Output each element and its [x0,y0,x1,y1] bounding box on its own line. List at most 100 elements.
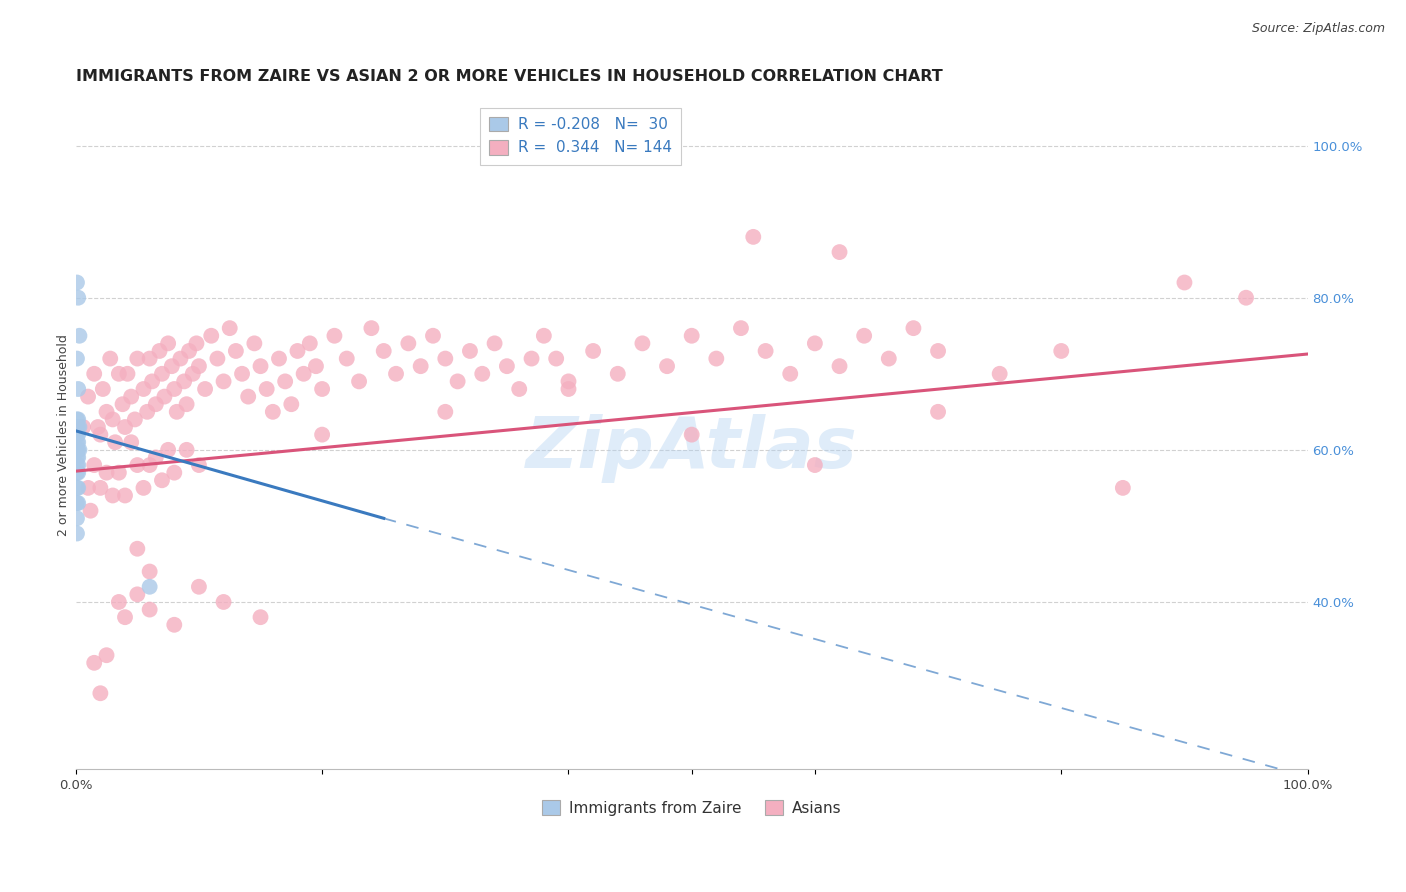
Point [434,405,457,419]
Point [96,648,118,663]
Point [66,481,89,495]
Point [91,382,114,396]
Point [311,382,333,396]
Point [157,442,180,457]
Point [557,382,579,396]
Point [148,343,170,358]
Point [67,382,90,396]
Point [336,351,359,366]
Point [557,375,579,389]
Point [1112,481,1135,495]
Point [243,336,266,351]
Point [66,412,89,426]
Point [212,595,235,609]
Point [67,442,90,457]
Point [66,466,89,480]
Text: ZipAtlas: ZipAtlas [526,414,858,483]
Point [181,367,204,381]
Point [804,336,827,351]
Point [66,351,89,366]
Point [903,321,925,335]
Point [67,291,90,305]
Point [114,420,136,434]
Point [287,343,309,358]
Point [67,435,90,450]
Point [138,602,160,616]
Point [187,458,209,472]
Point [176,397,198,411]
Point [66,496,89,510]
Point [145,397,167,411]
Point [136,405,159,419]
Point [160,359,183,374]
Point [98,351,121,366]
Point [150,367,173,381]
Point [67,427,90,442]
Point [66,435,89,450]
Text: Source: ZipAtlas.com: Source: ZipAtlas.com [1251,22,1385,36]
Point [153,390,176,404]
Point [742,230,765,244]
Point [67,412,90,426]
Point [373,343,395,358]
Point [169,351,191,366]
Point [655,359,678,374]
Point [127,541,149,556]
Point [157,336,180,351]
Point [66,427,89,442]
Point [177,343,200,358]
Point [484,336,506,351]
Point [988,367,1011,381]
Point [66,276,89,290]
Point [117,367,139,381]
Point [274,375,297,389]
Point [66,442,89,457]
Point [89,481,111,495]
Point [96,405,118,419]
Point [163,382,186,396]
Point [138,458,160,472]
Point [927,405,949,419]
Point [83,367,105,381]
Point [111,397,134,411]
Point [520,351,543,366]
Point [249,610,271,624]
Point [385,367,408,381]
Legend: Immigrants from Zaire, Asians: Immigrants from Zaire, Asians [536,794,848,822]
Point [67,481,90,495]
Point [66,450,89,465]
Point [173,375,195,389]
Point [422,328,444,343]
Point [755,343,778,358]
Point [225,343,247,358]
Point [779,367,801,381]
Point [323,328,346,343]
Point [508,382,530,396]
Point [66,420,89,434]
Point [582,343,605,358]
Point [360,321,382,335]
Point [1173,276,1195,290]
Point [150,473,173,487]
Point [83,656,105,670]
Point [396,336,419,351]
Point [256,382,278,396]
Point [207,351,229,366]
Point [681,427,703,442]
Point [77,390,100,404]
Point [132,382,155,396]
Point [66,526,89,541]
Point [124,412,146,426]
Point [496,359,519,374]
Point [927,343,949,358]
Point [218,321,240,335]
Point [79,504,101,518]
Point [305,359,328,374]
Point [127,351,149,366]
Point [631,336,654,351]
Point [681,328,703,343]
Point [89,686,111,700]
Point [828,245,851,260]
Point [1050,343,1073,358]
Point [311,427,333,442]
